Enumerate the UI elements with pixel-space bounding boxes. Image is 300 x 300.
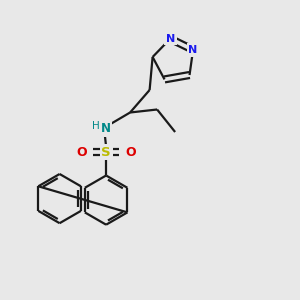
Text: N: N — [100, 122, 110, 136]
Text: O: O — [125, 146, 136, 159]
Text: N: N — [166, 34, 175, 44]
Text: S: S — [101, 146, 111, 159]
Text: O: O — [76, 146, 87, 159]
Text: N: N — [188, 45, 198, 55]
Text: H: H — [92, 121, 100, 131]
